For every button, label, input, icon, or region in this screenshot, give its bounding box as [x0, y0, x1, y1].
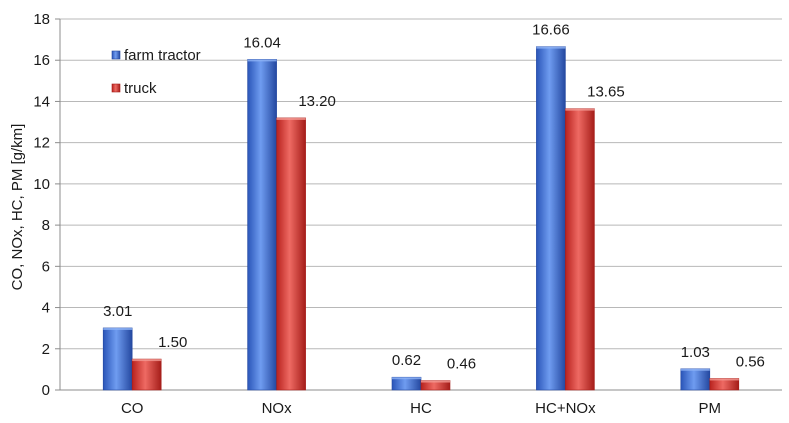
y-tick-label: 8 [42, 217, 50, 234]
gridlines [60, 18, 782, 350]
y-tick-label: 12 [33, 135, 50, 152]
y-tick-label: 10 [33, 176, 50, 193]
bar-cap [421, 380, 450, 383]
bar-cap [276, 117, 306, 120]
bar-truck-NOx [276, 117, 306, 391]
bar-cap [565, 108, 595, 111]
data-label: 1.03 [681, 344, 710, 361]
bar-cap [392, 377, 421, 380]
bars [102, 46, 740, 391]
bar-farm-tractor-NOx [247, 59, 277, 391]
data-label: 1.50 [158, 334, 187, 351]
data-label: 13.65 [587, 84, 625, 101]
bar-cap [103, 327, 133, 330]
x-category-label: PM [699, 400, 722, 417]
legend: farm tractor truck [111, 47, 201, 97]
y-axis-label: CO, NOx, HC, PM [g/km] [9, 124, 26, 291]
legend-label-truck: truck [124, 80, 157, 97]
bar-cap [132, 359, 162, 362]
x-category-label: NOx [262, 400, 293, 417]
data-label: 16.66 [532, 22, 570, 39]
bar-cap [709, 378, 739, 381]
bar-farm-tractor-PM [680, 368, 711, 391]
y-tick-label: 6 [42, 258, 50, 275]
legend-swatch-farm-tractor [111, 50, 121, 60]
data-label: 16.04 [243, 34, 281, 51]
bar-cap [680, 368, 710, 371]
bar-truck-HC-plus-NOx [565, 108, 595, 391]
bar-truck-CO [131, 358, 162, 391]
y-tick-label: 2 [42, 341, 50, 358]
y-tick-label: 4 [42, 300, 50, 317]
legend-label-farm-tractor: farm tractor [124, 47, 201, 64]
y-tick-label: 18 [33, 11, 50, 28]
bar-farm-tractor-HC-plus-NOx [536, 46, 566, 391]
data-label: 3.01 [103, 303, 132, 320]
x-category-label: CO [121, 400, 144, 417]
legend-swatch-truck [111, 83, 121, 93]
y-tick-label: 0 [42, 382, 50, 399]
x-category-label: HC+NOx [535, 400, 596, 417]
y-tick-label: 16 [33, 52, 50, 69]
y-tick-label: 14 [33, 93, 50, 110]
data-label: 13.20 [298, 93, 336, 110]
data-label: 0.62 [392, 352, 421, 369]
data-labels: 3.01 1.50 16.04 13.20 0.62 0.46 16.66 13.65 1.03… [103, 22, 765, 373]
x-category-label: HC [410, 400, 432, 417]
data-label: 0.56 [736, 353, 765, 370]
bar-farm-tractor-CO [102, 327, 133, 391]
data-label: 0.46 [447, 356, 476, 373]
bar-cap [247, 59, 277, 62]
bar-cap [536, 46, 566, 49]
